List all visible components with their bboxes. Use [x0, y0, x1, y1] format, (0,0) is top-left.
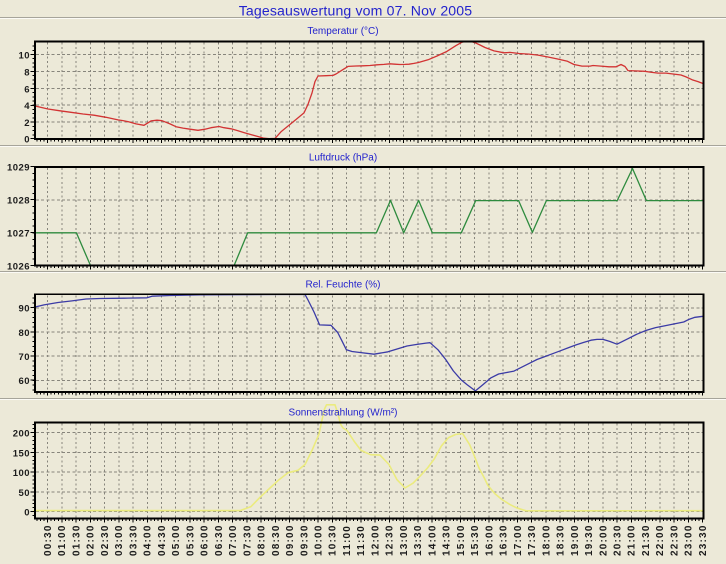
svg-text:0: 0 — [24, 508, 30, 519]
svg-text:100: 100 — [13, 468, 30, 479]
svg-text:00:30: 00:30 — [43, 524, 54, 556]
svg-text:70: 70 — [19, 352, 31, 363]
svg-text:06:30: 06:30 — [214, 524, 225, 556]
svg-text:0: 0 — [24, 135, 30, 146]
svg-text:13:30: 13:30 — [413, 524, 424, 556]
svg-text:09:00: 09:00 — [285, 524, 296, 556]
svg-text:15:00: 15:00 — [456, 524, 467, 556]
svg-text:22:00: 22:00 — [655, 524, 666, 556]
svg-text:1029: 1029 — [7, 163, 30, 174]
svg-text:Luftdruck (hPa): Luftdruck (hPa) — [309, 152, 377, 163]
svg-text:05:00: 05:00 — [171, 524, 182, 556]
svg-text:1027: 1027 — [7, 229, 30, 240]
svg-text:01:30: 01:30 — [71, 524, 82, 556]
svg-text:4: 4 — [24, 101, 30, 112]
svg-text:02:00: 02:00 — [86, 524, 97, 556]
svg-text:80: 80 — [19, 328, 31, 339]
svg-text:16:30: 16:30 — [499, 524, 510, 556]
svg-text:21:30: 21:30 — [641, 524, 652, 556]
svg-text:23:30: 23:30 — [698, 524, 709, 556]
svg-text:14:30: 14:30 — [442, 524, 453, 556]
svg-text:02:30: 02:30 — [100, 524, 111, 556]
svg-text:Sonnenstrahlung (W/m²): Sonnenstrahlung (W/m²) — [289, 408, 398, 419]
svg-text:22:30: 22:30 — [669, 524, 680, 556]
svg-text:06:00: 06:00 — [200, 524, 211, 556]
svg-text:04:00: 04:00 — [143, 524, 154, 556]
svg-text:21:00: 21:00 — [627, 524, 638, 556]
svg-text:8: 8 — [24, 67, 30, 78]
svg-text:11:30: 11:30 — [356, 525, 367, 556]
svg-text:12:30: 12:30 — [385, 524, 396, 556]
svg-text:05:30: 05:30 — [185, 524, 196, 556]
svg-text:12:00: 12:00 — [370, 524, 381, 556]
svg-text:20:00: 20:00 — [598, 524, 609, 556]
svg-text:08:30: 08:30 — [271, 524, 282, 556]
svg-text:16:00: 16:00 — [484, 524, 495, 556]
svg-text:10:00: 10:00 — [314, 524, 325, 556]
svg-text:1026: 1026 — [7, 261, 30, 272]
svg-text:14:00: 14:00 — [427, 524, 438, 556]
svg-text:23:00: 23:00 — [684, 524, 695, 556]
svg-text:10: 10 — [19, 51, 31, 62]
svg-text:17:00: 17:00 — [513, 524, 524, 556]
svg-text:200: 200 — [13, 429, 30, 440]
svg-text:18:00: 18:00 — [541, 524, 552, 556]
svg-text:08:00: 08:00 — [257, 524, 268, 556]
svg-text:01:00: 01:00 — [57, 524, 68, 556]
svg-text:17:30: 17:30 — [527, 524, 538, 556]
svg-text:09:30: 09:30 — [299, 524, 310, 556]
svg-text:15:30: 15:30 — [470, 524, 481, 556]
svg-text:6: 6 — [24, 84, 30, 95]
svg-text:90: 90 — [19, 304, 31, 315]
svg-text:150: 150 — [13, 448, 30, 459]
svg-text:2: 2 — [24, 118, 30, 129]
svg-text:03:00: 03:00 — [114, 524, 125, 556]
svg-text:07:00: 07:00 — [228, 524, 239, 556]
svg-text:18:30: 18:30 — [556, 524, 567, 556]
svg-text:11:00: 11:00 — [342, 525, 353, 556]
svg-text:Temperatur (°C): Temperatur (°C) — [307, 26, 378, 37]
svg-text:Rel. Feuchte (%): Rel. Feuchte (%) — [305, 279, 380, 290]
svg-text:19:30: 19:30 — [584, 524, 595, 556]
svg-text:04:30: 04:30 — [157, 524, 168, 556]
svg-text:1028: 1028 — [7, 196, 30, 207]
svg-text:Tagesauswertung vom 07. Nov 20: Tagesauswertung vom 07. Nov 2005 — [239, 3, 473, 19]
svg-text:03:30: 03:30 — [128, 524, 139, 556]
svg-text:50: 50 — [19, 488, 31, 499]
svg-text:19:00: 19:00 — [570, 524, 581, 556]
svg-text:60: 60 — [19, 376, 31, 387]
svg-text:10:30: 10:30 — [328, 524, 339, 556]
svg-text:20:30: 20:30 — [612, 524, 623, 556]
svg-text:13:00: 13:00 — [399, 524, 410, 556]
svg-text:07:30: 07:30 — [242, 524, 253, 556]
